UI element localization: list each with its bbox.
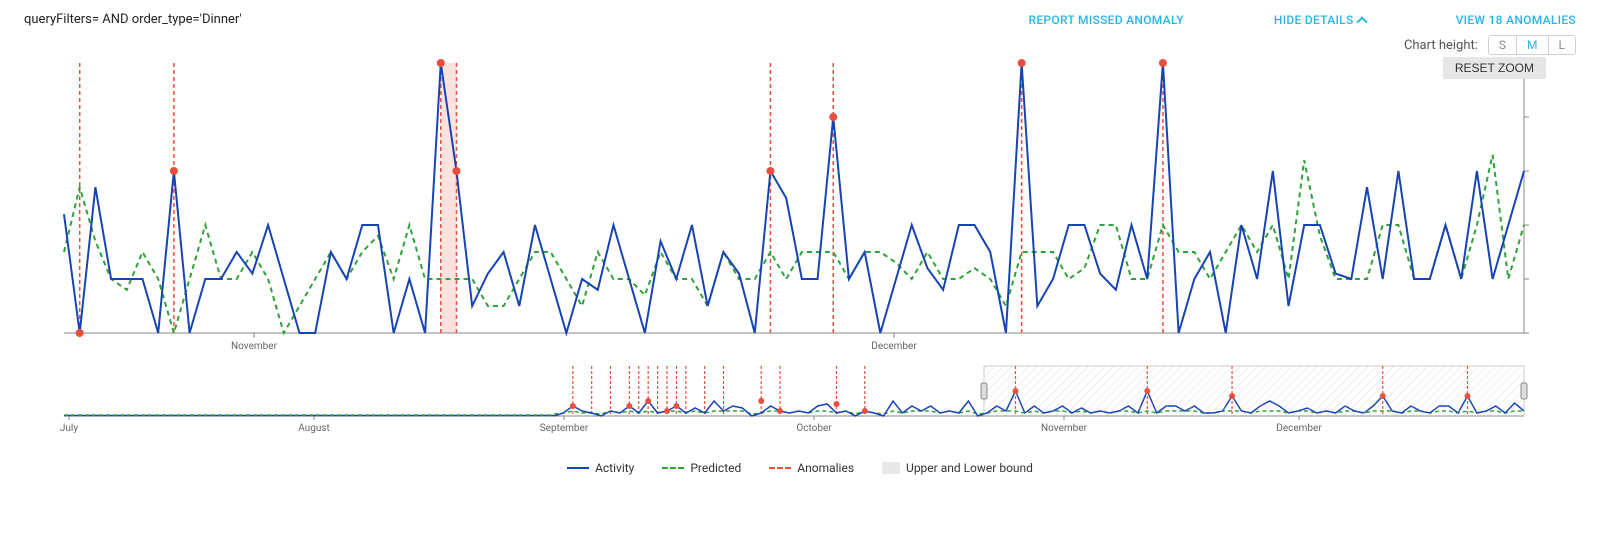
legend-bound-label: Upper and Lower bound [906,461,1033,475]
legend-anomalies-label: Anomalies [797,461,854,475]
size-option-m[interactable]: M [1517,36,1548,54]
overview-selection[interactable] [984,366,1524,416]
hide-details-link[interactable]: HIDE DETAILS [1274,13,1366,27]
legend-bound: Upper and Lower bound [882,461,1033,475]
legend-activity-label: Activity [595,461,634,475]
legend: Activity Predicted Anomalies Upper and L… [24,461,1576,475]
view-anomalies-link[interactable]: VIEW 18 ANOMALIES [1456,13,1576,27]
legend-anomalies: Anomalies [769,461,854,475]
chart-height-toggle: SML [1488,35,1576,55]
svg-text:July: July [60,423,78,434]
chevron-up-icon [1356,16,1367,27]
overview-chart[interactable]: July August September October November Decemb… [24,361,1534,449]
hide-details-label: HIDE DETAILS [1274,13,1354,27]
svg-text:September: September [540,423,589,434]
legend-activity: Activity [567,461,634,475]
legend-predicted-label: Predicted [690,461,741,475]
svg-text:August: August [298,423,330,434]
svg-text:October: October [796,423,832,434]
reset-zoom-button[interactable]: RESET ZOOM [1443,57,1546,79]
svg-text:November: November [1041,423,1088,434]
main-chart[interactable]: 012345NovemberDecember [24,53,1534,361]
svg-text:December: December [1276,423,1322,434]
size-option-l[interactable]: L [1549,36,1575,54]
report-missed-anomaly-link[interactable]: REPORT MISSED ANOMALY [1029,13,1184,27]
size-option-s[interactable]: S [1489,36,1517,54]
selection-handle[interactable] [1521,383,1527,399]
svg-text:November: November [231,341,278,352]
selection-handle[interactable] [981,383,987,399]
chart-height-label: Chart height: [1404,38,1478,53]
query-filter-text: queryFilters= AND order_type='Dinner' [24,12,242,27]
legend-predicted: Predicted [662,461,741,475]
svg-text:December: December [871,341,917,352]
